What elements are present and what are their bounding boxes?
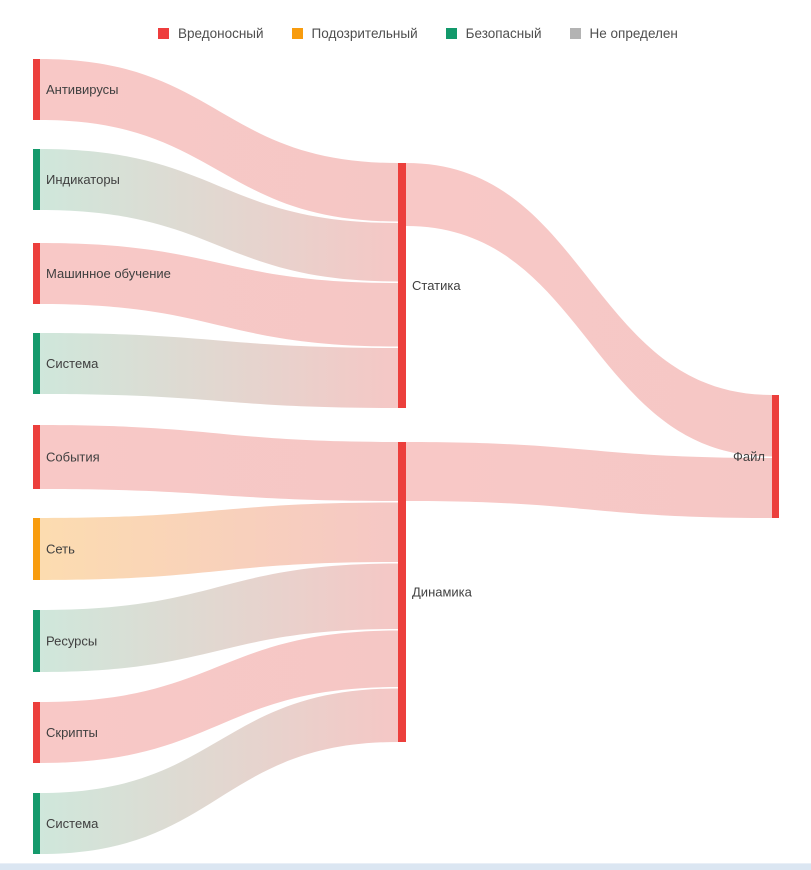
- sankey-link-indicators-to-static[interactable]: [40, 149, 398, 282]
- node-label-indicators: Индикаторы: [46, 172, 120, 187]
- node-label-scripts: Скрипты: [46, 725, 98, 740]
- sankey-node-events[interactable]: [33, 425, 40, 489]
- node-label-network: Сеть: [46, 542, 75, 557]
- sankey-node-file[interactable]: [772, 395, 779, 518]
- sankey-node-system-static[interactable]: [33, 333, 40, 394]
- sankey-node-ml[interactable]: [33, 243, 40, 304]
- node-label-static: Статика: [412, 278, 461, 293]
- sankey-link-dynamic-to-file[interactable]: [406, 442, 772, 518]
- sankey-link-resources-to-dynamic[interactable]: [40, 563, 398, 673]
- legend-label: Вредоносный: [178, 26, 264, 41]
- malicious-swatch-icon: [158, 28, 169, 39]
- sankey-link-events-to-dynamic[interactable]: [40, 425, 398, 501]
- legend-item-safe[interactable]: Безопасный: [445, 26, 542, 41]
- suspicious-swatch-icon: [291, 28, 303, 39]
- sankey-link-antivirus-to-static[interactable]: [40, 59, 398, 222]
- legend-label: Подозрительный: [311, 26, 418, 41]
- sankey-node-system-dynamic[interactable]: [33, 793, 40, 854]
- node-label-system-dynamic: Система: [46, 816, 99, 831]
- legend: Вредоносный Подозрительный Безопасный Не…: [158, 26, 678, 41]
- sankey-node-static[interactable]: [398, 163, 406, 408]
- sankey-link-network-to-dynamic[interactable]: [40, 502, 398, 581]
- node-label-file: Файл: [733, 449, 765, 464]
- legend-label: Не определен: [589, 26, 678, 41]
- node-label-system-static: Система: [46, 356, 99, 371]
- horizontal-scrollbar[interactable]: [0, 863, 811, 870]
- sankey-link-system-static-to-static[interactable]: [40, 333, 398, 408]
- node-label-dynamic: Динамика: [412, 585, 473, 600]
- sankey-node-resources[interactable]: [33, 610, 40, 672]
- undetermined-swatch-icon: [569, 28, 581, 39]
- legend-item-malicious[interactable]: Вредоносный: [158, 26, 264, 41]
- legend-label: Безопасный: [465, 26, 542, 41]
- legend-item-suspicious[interactable]: Подозрительный: [291, 26, 418, 41]
- sankey-node-antivirus[interactable]: [33, 59, 40, 120]
- sankey-node-network[interactable]: [33, 518, 40, 580]
- safe-swatch-icon: [445, 28, 457, 39]
- sankey-link-system-dynamic-to-dynamic[interactable]: [40, 688, 398, 855]
- sankey-link-scripts-to-dynamic[interactable]: [40, 630, 398, 764]
- sankey-node-indicators[interactable]: [33, 149, 40, 210]
- sankey-link-static-to-file[interactable]: [406, 163, 772, 457]
- node-label-ml: Машинное обучение: [46, 266, 171, 281]
- sankey-node-dynamic[interactable]: [398, 442, 406, 742]
- sankey-node-scripts[interactable]: [33, 702, 40, 763]
- node-label-resources: Ресурсы: [46, 634, 97, 649]
- legend-item-undetermined[interactable]: Не определен: [569, 26, 678, 41]
- node-label-events: События: [46, 450, 100, 465]
- sankey-link-ml-to-static[interactable]: [40, 243, 398, 347]
- node-label-antivirus: Антивирусы: [46, 82, 119, 97]
